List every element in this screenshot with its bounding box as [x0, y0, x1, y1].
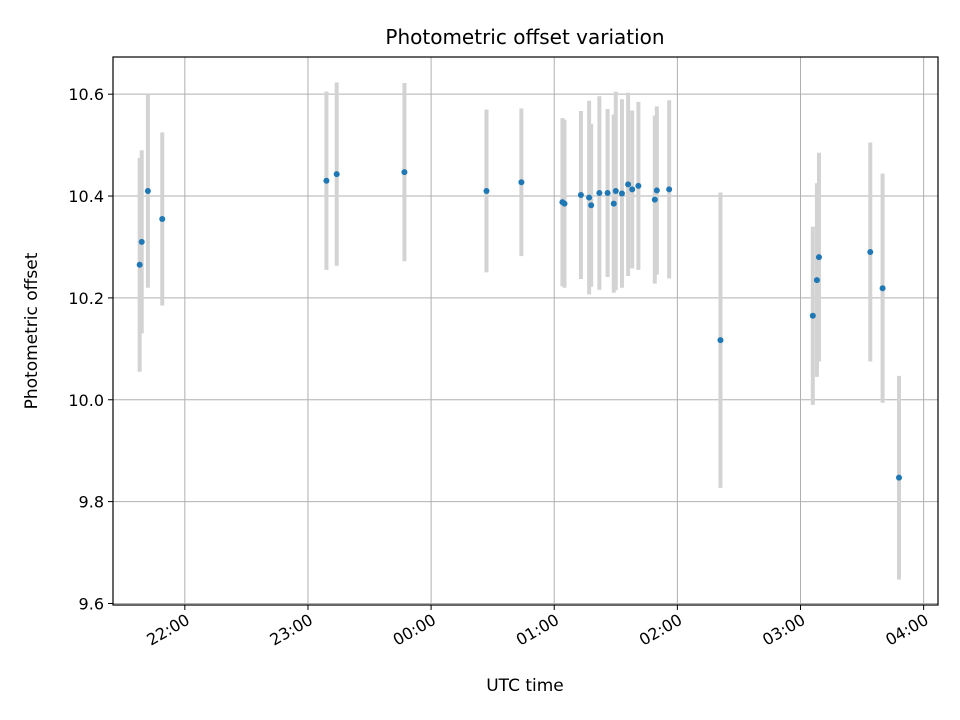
y-axis-label: Photometric offset [22, 252, 42, 409]
data-point [586, 194, 593, 201]
x-tick-label: 00:00 [390, 610, 439, 650]
data-point [896, 474, 903, 481]
data-point [610, 200, 617, 207]
data-point [577, 192, 584, 199]
y-tick-label: 9.6 [79, 594, 104, 613]
y-tick-label: 10.4 [68, 187, 104, 206]
error-bars [137, 82, 902, 580]
y-tick-label: 9.8 [79, 493, 104, 512]
x-axis-label: UTC time [486, 676, 564, 696]
x-tick-label: 23:00 [267, 610, 316, 650]
y-tick-label: 10.6 [68, 85, 104, 104]
data-point [401, 169, 408, 176]
data-point [159, 215, 166, 222]
data-point [612, 187, 619, 194]
x-axis: 22:00 23:00 00:00 01:00 02:00 03:00 04:00 [143, 605, 932, 650]
plot-area-frame [112, 56, 939, 606]
data-points [136, 169, 903, 481]
chart-title: Photometric offset variation [385, 25, 664, 49]
data-point [518, 179, 525, 186]
data-point [653, 187, 660, 194]
data-point [813, 277, 820, 284]
data-point [588, 202, 595, 209]
data-point [651, 196, 658, 203]
data-point [136, 261, 143, 268]
data-point [596, 189, 603, 196]
data-point [717, 337, 724, 344]
y-tick-label: 10.0 [68, 391, 104, 410]
y-axis: 9.6 9.8 10.0 10.2 10.4 10.6 [68, 85, 113, 613]
data-point [625, 181, 632, 188]
data-point [666, 186, 673, 193]
x-tick-label: 03:00 [759, 610, 808, 650]
data-point [618, 190, 625, 197]
x-tick-label: 22:00 [143, 610, 192, 650]
data-point [867, 249, 874, 256]
data-point [604, 189, 611, 196]
data-point [879, 285, 886, 292]
data-point [815, 254, 822, 261]
data-point [483, 187, 490, 194]
data-point [333, 171, 340, 178]
y-tick-label: 10.2 [68, 289, 104, 308]
x-tick-label: 04:00 [882, 610, 931, 650]
data-point [323, 177, 330, 184]
data-point [144, 187, 151, 194]
grid-lines [113, 57, 938, 605]
data-point [561, 200, 568, 207]
data-point [809, 312, 816, 319]
x-tick-label: 01:00 [513, 610, 562, 650]
data-point [635, 182, 642, 189]
data-point [629, 186, 636, 193]
x-tick-label: 02:00 [636, 610, 685, 650]
data-point [138, 238, 145, 245]
